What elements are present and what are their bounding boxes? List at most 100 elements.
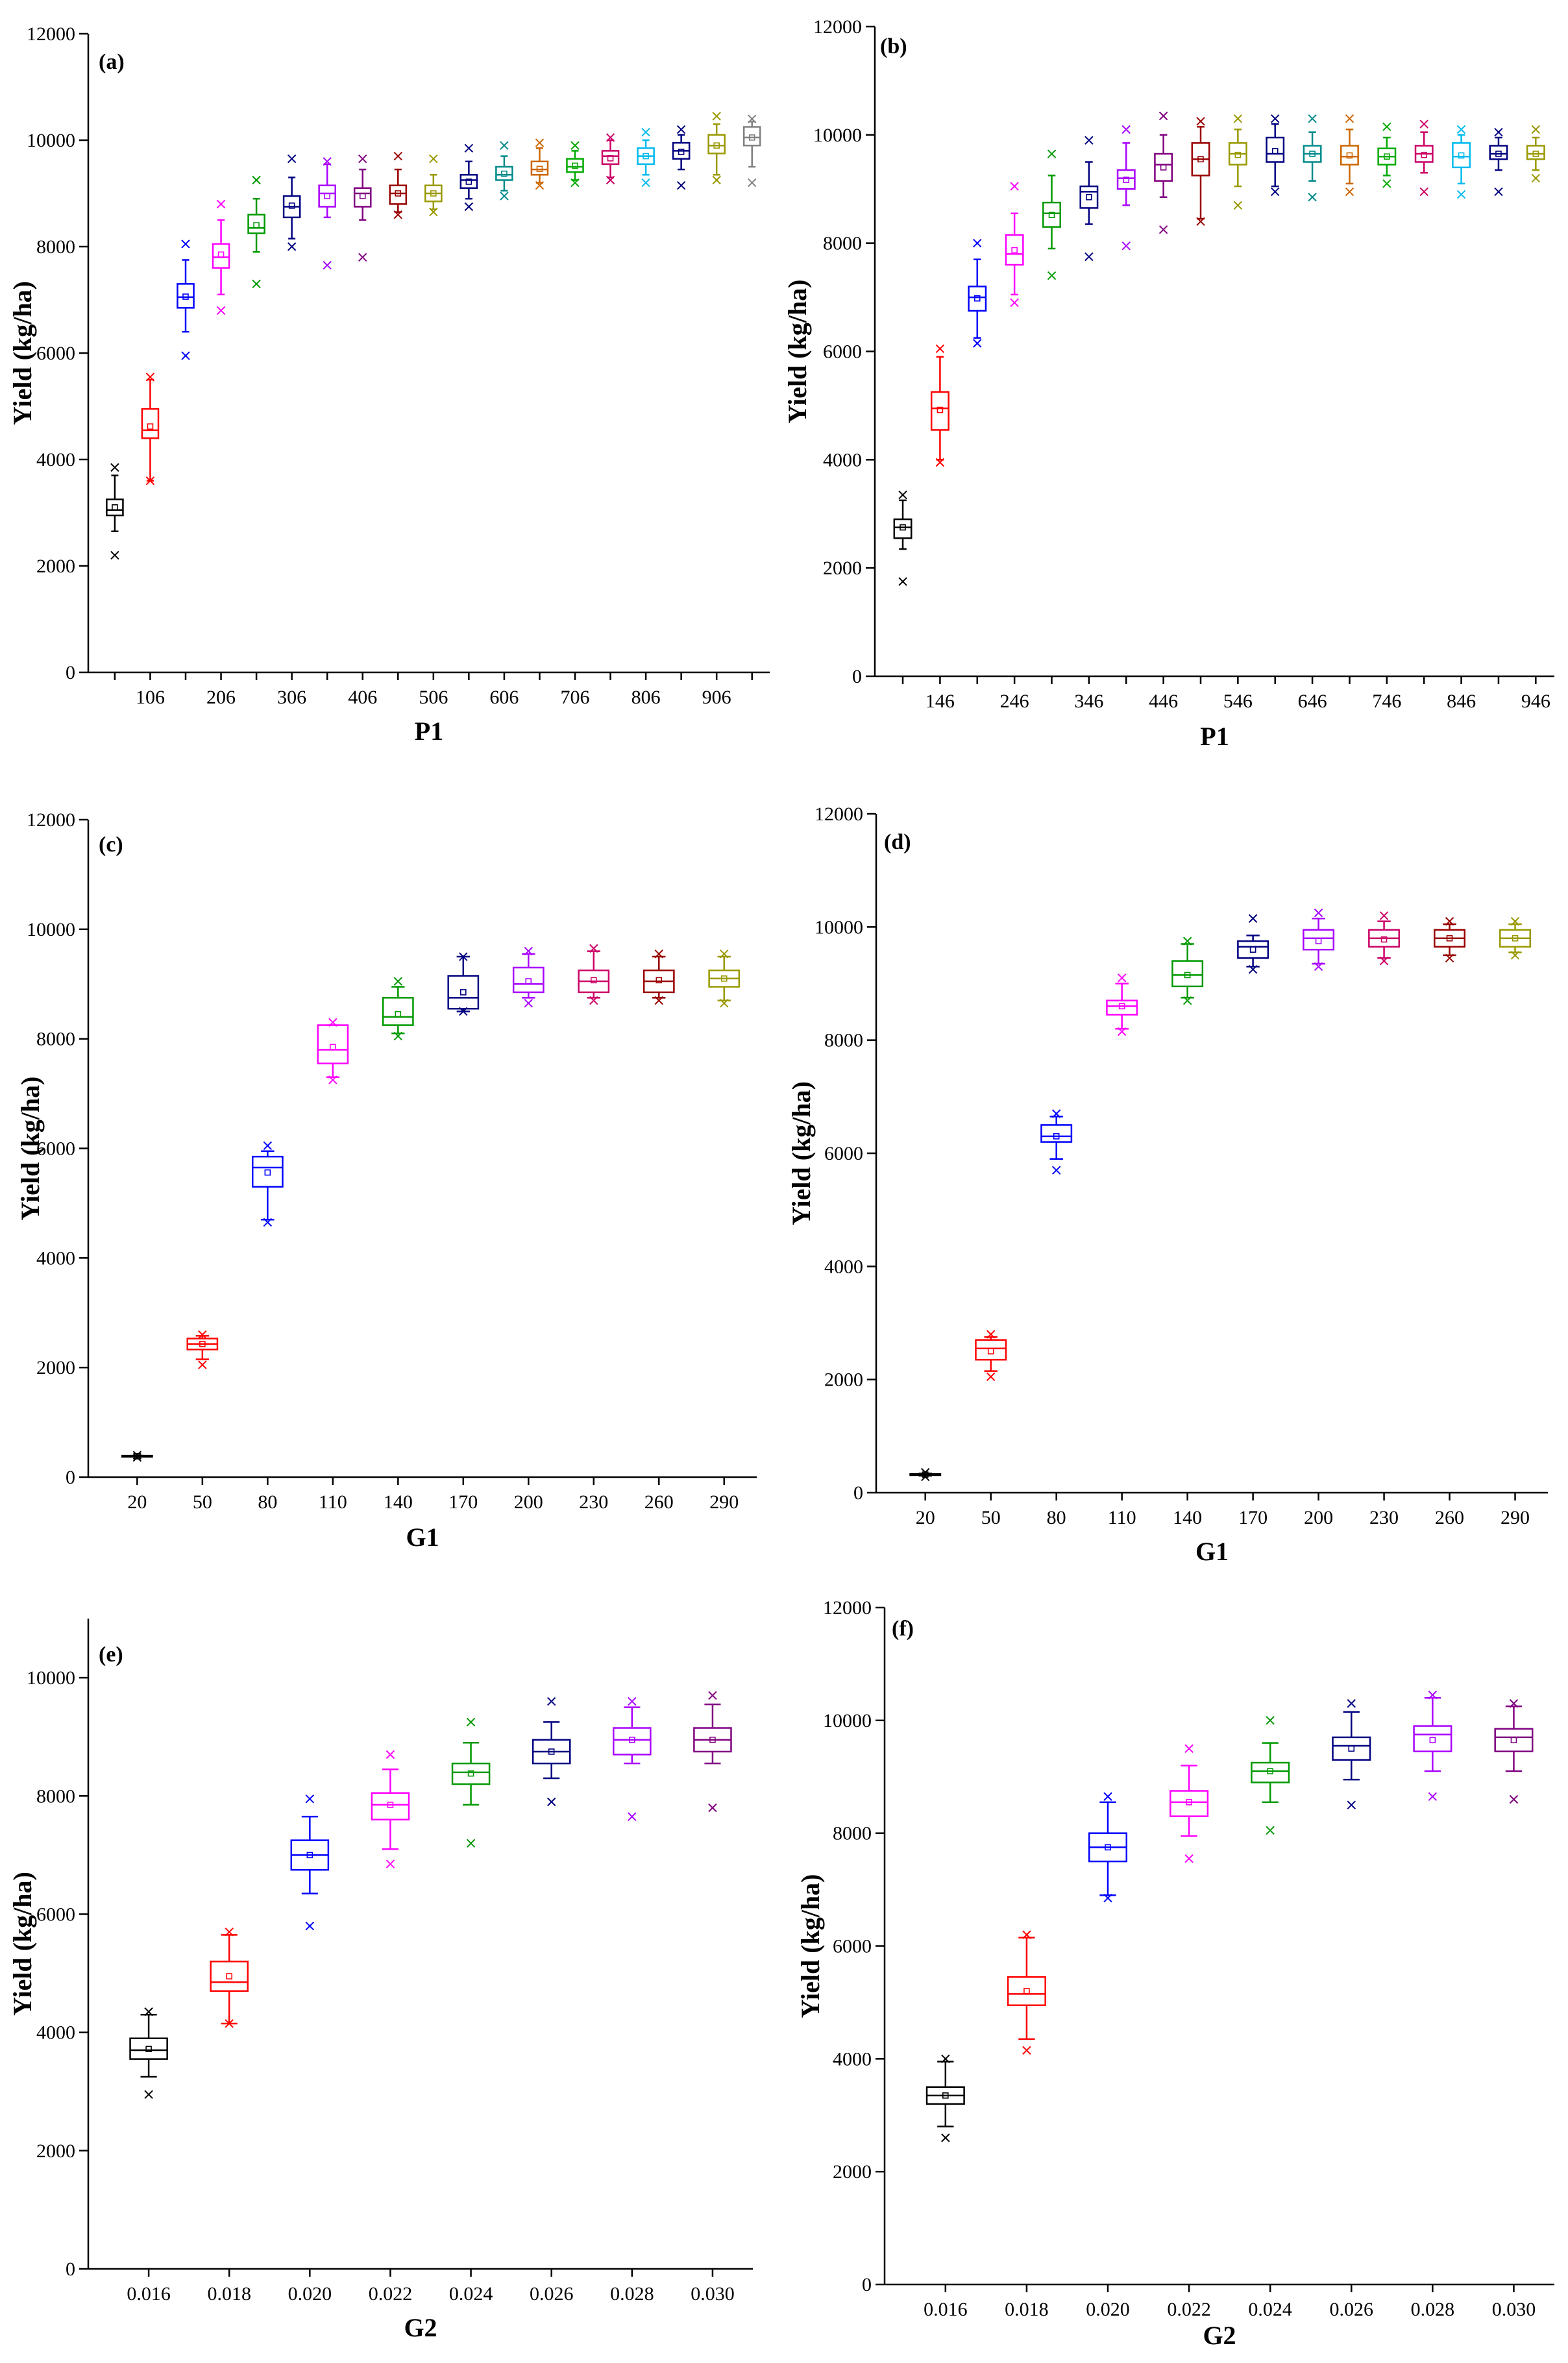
y-tick-label: 8000	[36, 236, 75, 258]
x-tick-label: 0.016	[127, 2283, 171, 2305]
box-196	[968, 238, 987, 348]
mean-marker	[678, 149, 685, 155]
mean-marker	[1446, 935, 1453, 942]
mean-marker	[1429, 1737, 1436, 1744]
outlier-high	[1345, 114, 1354, 123]
box-iqr	[1251, 1761, 1290, 1783]
x-tick-label: 0.026	[1330, 2299, 1374, 2320]
y-tick-label: 4000	[833, 2048, 872, 2070]
x-tick-label: 0.030	[1492, 2299, 1536, 2320]
box-iqr	[1042, 201, 1061, 228]
mean-marker	[395, 1010, 402, 1018]
outlier-high	[464, 143, 474, 153]
x-tick-label: 646	[1298, 691, 1327, 712]
outlier-low	[225, 2019, 234, 2028]
box-iqr	[212, 243, 230, 269]
y-tick-label: 4000	[36, 2022, 75, 2044]
mean-marker	[1053, 1133, 1060, 1140]
mean-marker	[1249, 946, 1256, 953]
box-296	[1042, 149, 1061, 280]
box-456	[389, 151, 408, 219]
x-tick-label: 170	[1238, 1507, 1268, 1528]
panel-label: (c)	[99, 833, 123, 857]
outlier-high	[145, 373, 155, 382]
outlier-low	[459, 1007, 468, 1016]
outlier-low	[144, 2090, 153, 2099]
y-tick-label: 10000	[823, 1710, 872, 1732]
x-tick-label: 140	[1173, 1507, 1202, 1528]
outlier-high	[252, 175, 261, 185]
box-iqr	[1106, 999, 1138, 1016]
x-tick-label: 206	[206, 687, 236, 708]
outlier-low	[1010, 298, 1019, 308]
mean-marker	[572, 162, 578, 169]
box-iqr	[106, 498, 124, 517]
y-tick-label: 2000	[36, 556, 75, 577]
box-iqr	[601, 150, 620, 165]
outlier-high	[1379, 911, 1389, 920]
box-iqr	[1266, 136, 1285, 163]
y-axis-title: Yield (kg/ha)	[16, 1077, 45, 1221]
x-axis-title: G1	[1195, 1537, 1229, 1566]
mean-marker	[288, 202, 295, 209]
outlier-low	[1428, 1792, 1438, 1801]
x-tick-label: 110	[1108, 1507, 1136, 1528]
outlier-high	[1022, 1930, 1031, 1939]
outlier-low	[535, 180, 545, 190]
mean-marker	[1510, 1737, 1517, 1744]
outlier-high	[1314, 908, 1323, 918]
outlier-high	[216, 199, 226, 209]
outlier-high	[1121, 125, 1131, 134]
outlier-high	[287, 154, 297, 164]
outlier-low	[1509, 1794, 1519, 1804]
mean-marker	[748, 134, 755, 141]
box-iqr	[1303, 929, 1335, 951]
x-tick-label: 290	[1501, 1507, 1530, 1528]
box-596	[1266, 114, 1285, 197]
mean-marker	[217, 251, 225, 258]
panel-label: (a)	[99, 50, 125, 74]
outlier-high	[606, 133, 615, 142]
box-iqr	[447, 975, 480, 1010]
y-axis-title: Yield (kg/ha)	[796, 1874, 825, 2018]
mean-marker	[1267, 1768, 1273, 1774]
box-556	[459, 143, 478, 212]
x-tick-label: 260	[1435, 1507, 1464, 1528]
y-tick-label: 4000	[823, 449, 862, 471]
box-0.016	[129, 2007, 168, 2099]
mean-marker	[590, 977, 597, 984]
mean-marker	[330, 1044, 336, 1051]
outlier-low	[712, 175, 721, 185]
outlier-low	[676, 180, 686, 190]
box-0.022	[371, 1750, 410, 1868]
outlier-low	[1531, 173, 1541, 183]
x-tick-label: 0.028	[1411, 2299, 1455, 2320]
x-tick-label: 0.022	[1167, 2299, 1211, 2320]
box-iqr	[318, 184, 336, 208]
mean-marker	[942, 2092, 949, 2099]
box-496	[1191, 117, 1210, 227]
outlier-high	[720, 949, 729, 959]
box-806	[637, 127, 655, 188]
box-230	[578, 944, 610, 1005]
mean-marker	[974, 295, 981, 302]
outlier-low	[1047, 271, 1057, 280]
mean-marker	[1315, 938, 1322, 944]
box-iqr	[613, 1727, 652, 1756]
box-iqr	[1170, 1790, 1209, 1817]
box-546	[1228, 114, 1247, 210]
x-tick-label: 0.018	[207, 2283, 251, 2305]
outlier-low	[1051, 1166, 1061, 1175]
outlier-low	[941, 2133, 950, 2142]
outlier-low	[1184, 1854, 1194, 1863]
y-tick-label: 4000	[36, 449, 75, 471]
outlier-high	[1010, 182, 1019, 191]
x-tick-label: 406	[348, 687, 377, 708]
x-tick-label: 230	[1369, 1507, 1399, 1528]
mean-marker	[1123, 177, 1130, 183]
mean-marker	[1160, 164, 1167, 171]
outlier-high	[1419, 119, 1428, 129]
x-tick-label: 146	[925, 691, 955, 712]
y-tick-label: 6000	[36, 343, 75, 364]
outlier-high	[973, 238, 982, 248]
